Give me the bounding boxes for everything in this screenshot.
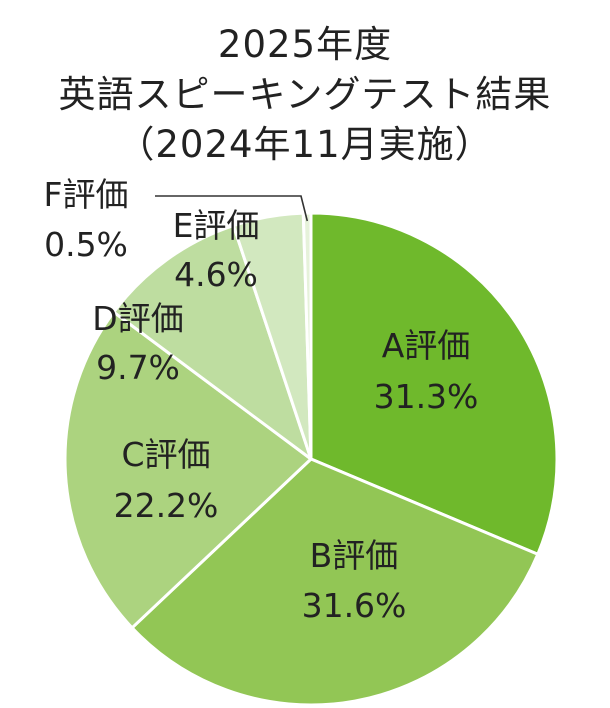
slice-label: A評価 — [382, 326, 471, 365]
slice-label: B評価 — [310, 536, 399, 575]
slice-value-label: 4.6% — [174, 255, 258, 294]
pie-slice-A評価 — [309, 211, 559, 556]
title-line-3: （2024年11月実施） — [117, 123, 493, 166]
leader-line-F — [155, 195, 309, 222]
slice-label: C評価 — [121, 435, 210, 474]
slice-value-label: 0.5% — [44, 225, 128, 264]
slice-value-label: 31.3% — [374, 377, 479, 416]
pie-slice-C評価 — [63, 310, 313, 630]
chart-title: 2025年度 英語スピーキングテスト結果 （2024年11月実施） — [0, 20, 610, 170]
pie-slice-F評価 — [301, 211, 313, 461]
pie-slice-B評価 — [130, 457, 540, 707]
slice-label: E評価 — [173, 206, 260, 245]
slice-value-label: 22.2% — [114, 486, 219, 525]
slice-value-label: 31.6% — [302, 586, 407, 625]
title-line-1: 2025年度 — [217, 23, 393, 66]
slice-label: F評価 — [44, 175, 129, 214]
pie-slice-D評価 — [112, 224, 313, 461]
title-line-2: 英語スピーキングテスト結果 — [58, 73, 552, 116]
slice-label: D評価 — [92, 299, 183, 338]
slice-value-label: 9.7% — [96, 348, 180, 387]
